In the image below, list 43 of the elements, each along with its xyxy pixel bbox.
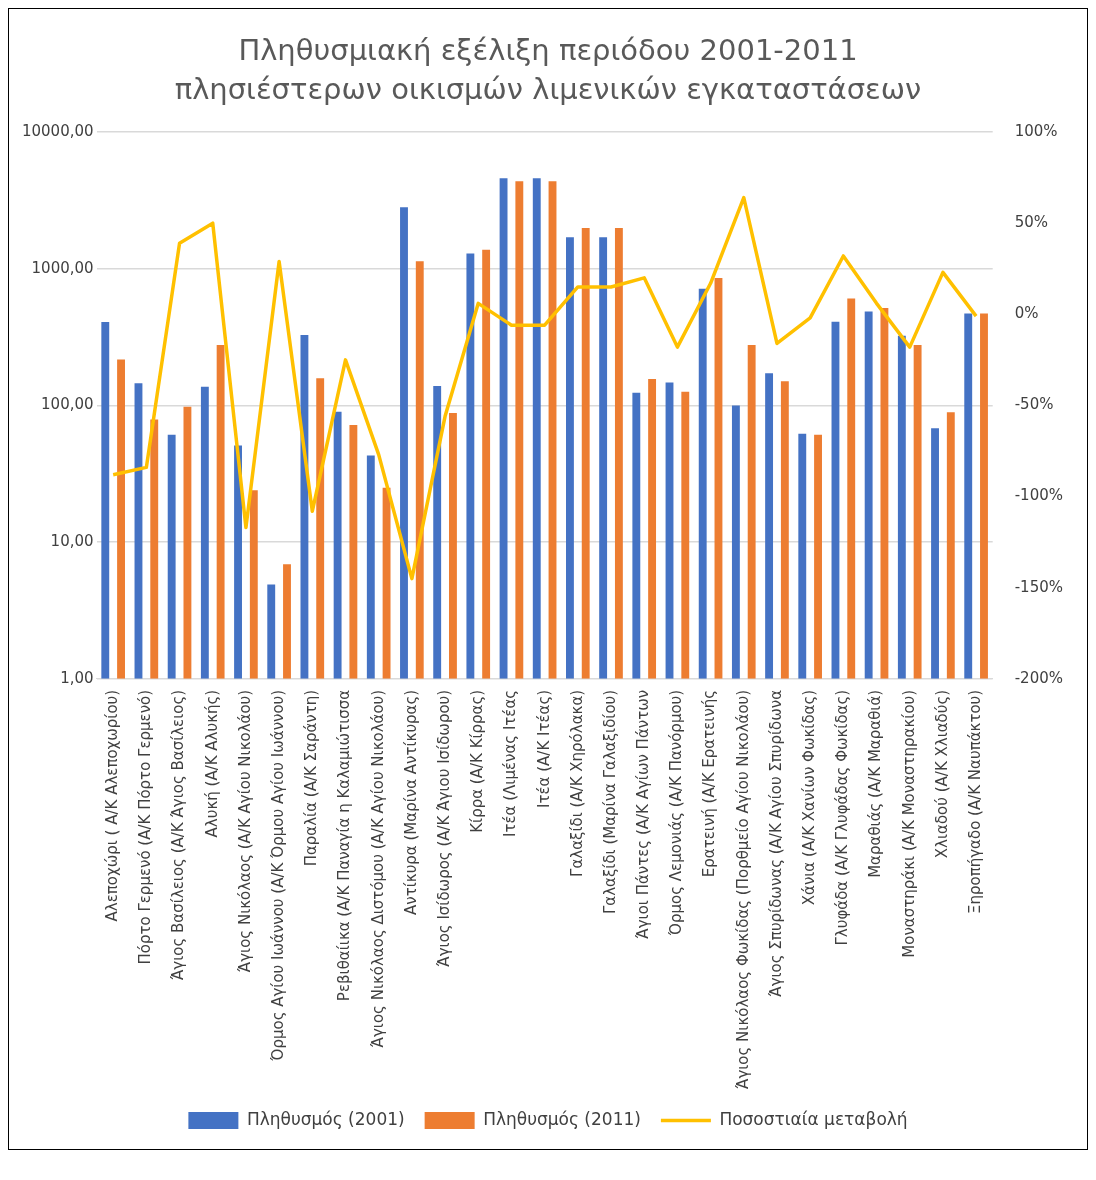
- y2-tick-label: -50%: [1014, 395, 1054, 414]
- x-tick-label: Ρεβιθαίικα (Α/Κ Παναγία η Καλαμιώτισσα: [335, 690, 354, 1002]
- x-tick-label: Άγιος Σπυρίδωνας (Α/Κ Αγίου Σπυρίδωνα: [766, 690, 785, 997]
- x-tick-label: Άγιος Βασίλειος (Α/Κ Άγιος Βασίλειος): [169, 690, 188, 981]
- y2-tick-label: 0%: [1014, 304, 1039, 323]
- x-tick-label: Μοναστηράκι (Α/Κ Μοναστηρακίου): [899, 690, 918, 958]
- y-tick-label: 10000,00: [21, 122, 94, 141]
- x-tick-label: Άγιοι Πάντες (Α/Κ Αγίων Πάντων: [634, 690, 653, 939]
- x-tick-label: Άγιος Νικόλαος (Α/Κ Αγίου Νικολάου): [235, 690, 254, 973]
- x-tick-label: Άγιος Νικόλαος Διστόμου (Α/Κ Αγίου Νικολάου): [368, 690, 387, 1048]
- x-tick-label: Αλεποχώρι ( Α/Κ Αλεποχωρίου): [103, 690, 122, 922]
- y2-tick-label: 100%: [1014, 122, 1058, 141]
- x-tick-label: Γαλαξίδι (Μαρίνα Γαλαξιδίου): [600, 690, 619, 915]
- y2-tick-label: -100%: [1014, 486, 1063, 505]
- chart-title: Πληθυσμιακή εξέλιξη περιόδου 2001-2011 πλησιέστερων οικισμών λιμενικών εγκαταστάσεων: [173, 32, 923, 109]
- x-tick-label: Χάνια (Α/Κ Χανίων Φωκίδας): [800, 690, 819, 906]
- x-tick-label: Αντίκυρα (Μαρίνα Αντίκυρας): [401, 690, 420, 916]
- legend-label: Πληθυσμός (2011): [483, 1109, 641, 1130]
- x-tick-label: Ξηροπήγαδο (Α/Κ Ναυπάκτου): [966, 690, 984, 915]
- x-tick-label: Μαραθιάς (Α/Κ Μαραθιά): [866, 690, 885, 879]
- x-tick-label: Παραλία (Α/Κ Σαράντη): [302, 690, 321, 867]
- legend-label: Ποσοστιαία μεταβολή: [719, 1109, 908, 1130]
- x-tick-label: Ιτέα (Λιμένας Ιτέας: [501, 690, 520, 838]
- y2-tick-label: 50%: [1014, 213, 1049, 232]
- y-tick-label: 1000,00: [31, 258, 94, 277]
- x-tick-label: Χλιαδού (Α/Κ Χλιαδύς): [932, 690, 951, 859]
- x-tick-label: Κίρρα (Α/Κ Κίρρας): [468, 690, 487, 834]
- x-tick-label: Όρμος Λεμονιάς (Α/Κ Πανόρμου): [667, 690, 686, 937]
- x-tick-label: Πόρτο Γερμενό (Α/Κ Πόρτο Γερμενό): [136, 690, 155, 965]
- x-tick-label: Άγιος Νικόλαος Φωκίδας (Πορθμείο Αγίου Νικολάου): [733, 690, 752, 1090]
- x-tick-label: Ιτέα (Α/Κ Ιτέας): [534, 690, 553, 809]
- y-tick-label: 1,00: [60, 669, 94, 688]
- x-tick-label: Ερατεινή (Α/Κ Ερατεινής: [700, 690, 719, 878]
- x-tick-label: Γλυφάδα (Α/Κ Γλυφάδας Φωκίδας): [833, 690, 852, 946]
- legend-label: Πληθυσμός (2001): [246, 1109, 405, 1130]
- y2-tick-label: -150%: [1014, 577, 1063, 596]
- y-tick-label: 10,00: [50, 532, 94, 551]
- y-tick-label: 100,00: [41, 395, 94, 414]
- x-tick-label: Γαλαξίδι (Α/Κ Χηρόλακα): [567, 690, 586, 878]
- x-tick-label: Όρμος Αγίου Ιωάννου (Α/Κ Όρμου Αγίου Ιωάννου): [269, 690, 288, 1063]
- x-tick-label: Αλυκή (Α/Κ Αλυκής): [202, 690, 221, 838]
- x-tick-label: Άγιος Ισίδωρος (Α/Κ Άγιου Ισίδωρου): [434, 690, 453, 967]
- y2-tick-label: -200%: [1014, 669, 1063, 688]
